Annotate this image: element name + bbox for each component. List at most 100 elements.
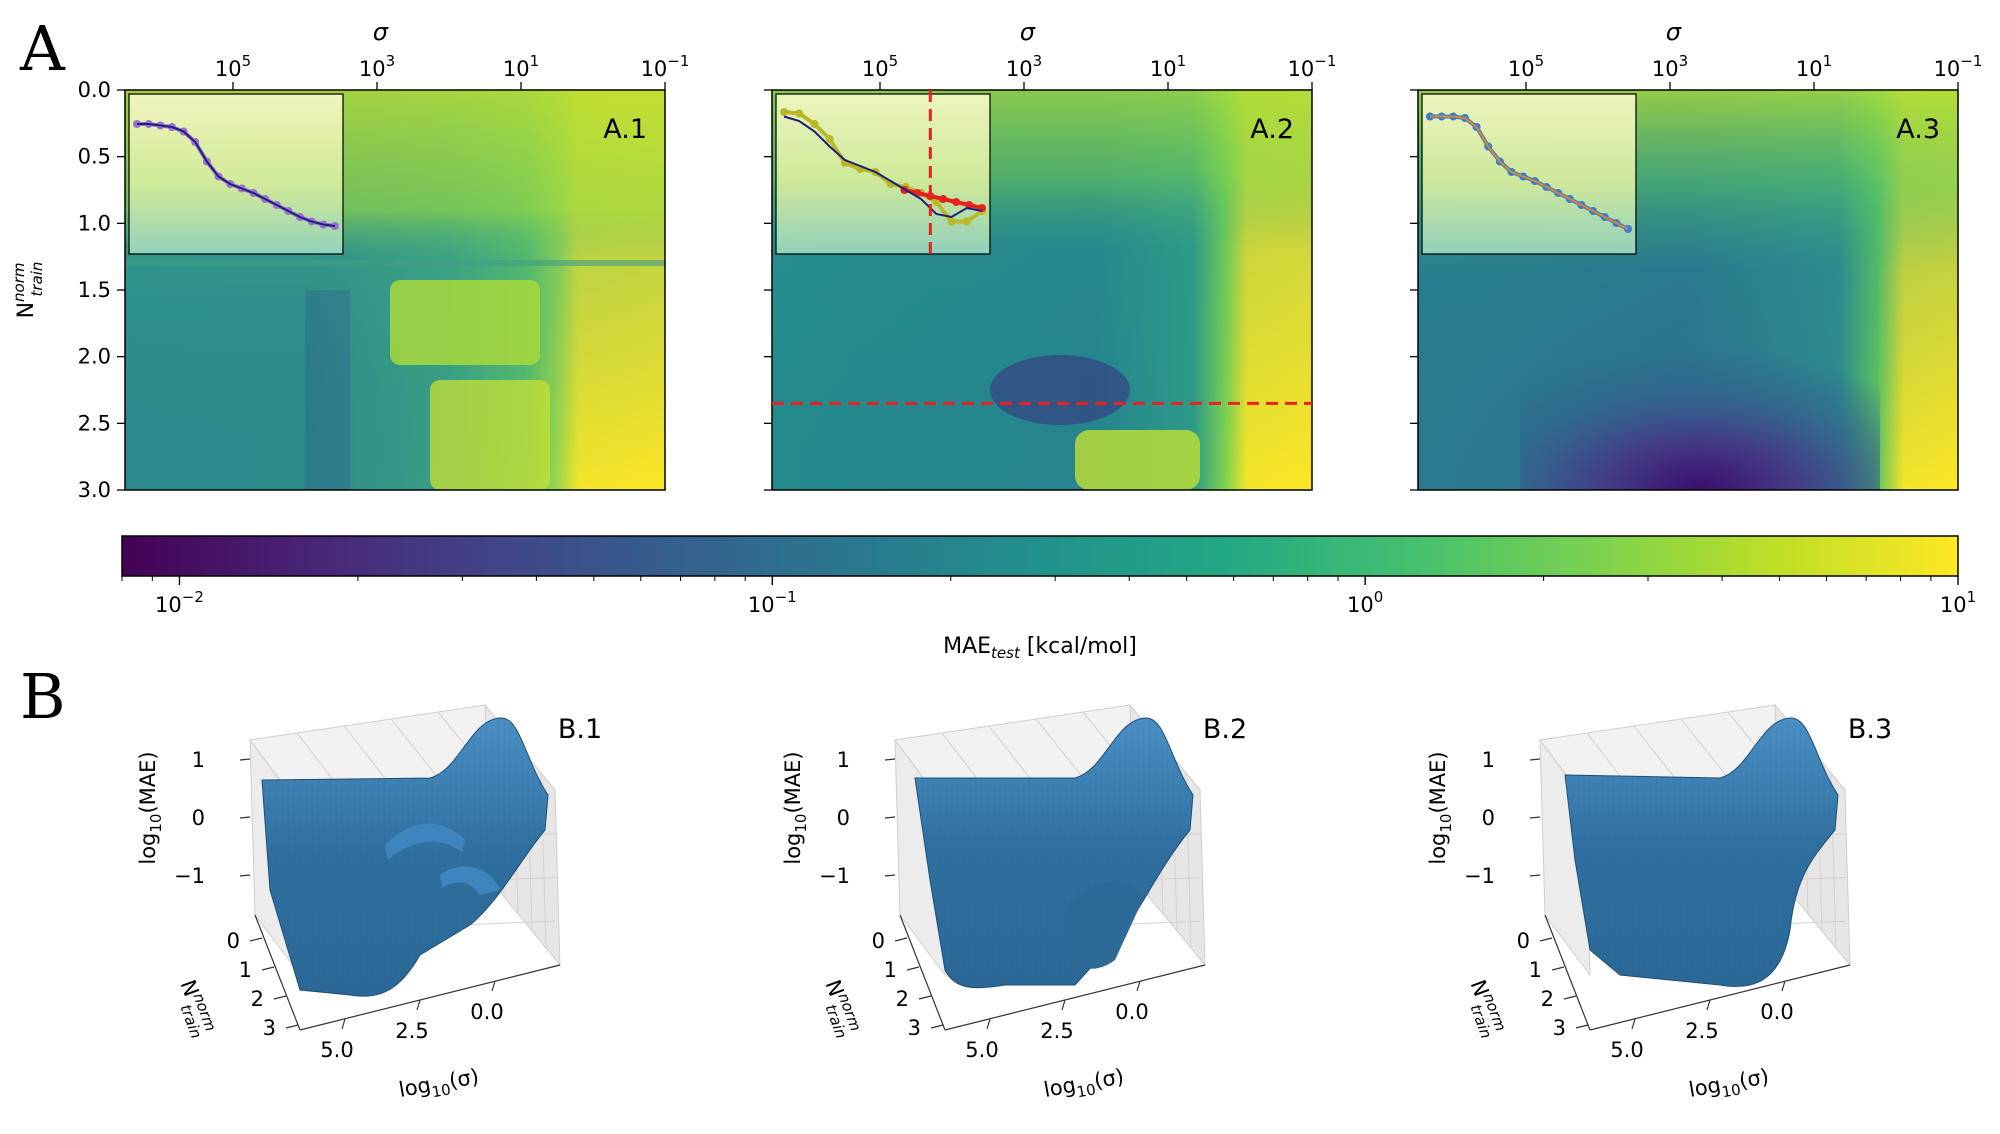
- x-tick-base: 10: [503, 57, 530, 81]
- y-tick-label: 0: [1517, 929, 1530, 953]
- y-tick-label: 0.5: [78, 145, 111, 169]
- z-tick-label: 0: [192, 806, 205, 830]
- x-axis-label: σ: [1020, 18, 1036, 46]
- y-tick-mark: [285, 1024, 299, 1029]
- y-axis-label: Nnormtrain: [10, 262, 46, 319]
- x-tick-label: 2.5: [1040, 1019, 1073, 1043]
- x-axis-line: [1589, 964, 1851, 1031]
- x-tick-base: 10: [1150, 57, 1177, 81]
- x-tick-base: 10: [1934, 57, 1961, 81]
- x-tick-exp: 1: [1823, 52, 1833, 70]
- y-tick-label: 2.0: [78, 345, 111, 369]
- x-tick-label: 101: [1796, 52, 1832, 81]
- x-tick-base: 10: [1288, 57, 1315, 81]
- y-tick-label: 3: [263, 1016, 276, 1040]
- z-tick-label: 0: [1482, 806, 1495, 830]
- colorbar: 10−2 10−1 100 101 MAEtest [kcal/mol]: [121, 535, 1976, 662]
- x-tick-label: 0.0: [1115, 1000, 1148, 1024]
- x-tick-base: 10: [1508, 57, 1535, 81]
- x-tick-mark: [1706, 999, 1711, 1011]
- x-tick-label: 0.0: [1760, 1000, 1793, 1024]
- y-tick-mark: [1551, 966, 1565, 971]
- z-axis-label-rest: (MAE): [136, 751, 160, 813]
- axes-a-3: 105 103 101 10−1σA.3: [1410, 18, 1982, 491]
- heatmap-a1-dark-band: [305, 290, 350, 490]
- x-tick-label: 103: [1652, 52, 1688, 81]
- y-axis-label: Nnormtrain: [814, 976, 865, 1041]
- x-tick-label: 101: [503, 52, 539, 81]
- z-axis-label-main: log: [781, 833, 805, 865]
- heatmap-a1-bright-region: [390, 280, 540, 365]
- panel-a-label: A: [19, 12, 66, 85]
- z-axis-label: log10(MAE): [781, 751, 810, 864]
- colorbar-tick-label: 101: [1940, 588, 1976, 617]
- x-axis-line: [944, 964, 1206, 1031]
- colorbar-tick-label: 10−2: [155, 588, 204, 617]
- z-axis-label-sub: 10: [792, 814, 810, 833]
- z-tick-mark: [1529, 874, 1541, 877]
- y-tick-label: 0: [872, 929, 885, 953]
- panel-title: B.3: [1848, 714, 1892, 745]
- x-tick-exp: 5: [889, 52, 899, 70]
- x-tick-label: 0.0: [470, 1000, 503, 1024]
- z-tick-mark: [884, 816, 896, 819]
- x-tick-exp: −1: [1314, 52, 1336, 70]
- inset-frame: [128, 93, 344, 255]
- y-axis-label-main: N: [176, 977, 204, 1000]
- panel-title: B.2: [1203, 714, 1247, 745]
- x-tick-mark: [491, 980, 496, 992]
- inset-point: [810, 120, 819, 128]
- y-tick-label: 2: [896, 987, 909, 1011]
- inset-point: [780, 108, 788, 116]
- x-axis-label-rest: (σ): [447, 1064, 480, 1093]
- y-tick-label: 2: [251, 987, 264, 1011]
- x-axis-label: log10(σ): [1687, 1064, 1772, 1107]
- x-tick-label: 5.0: [1610, 1038, 1643, 1062]
- y-tick-label: 0: [227, 929, 240, 953]
- x-tick-exp: 3: [386, 52, 396, 70]
- x-tick-label: 5.0: [965, 1038, 998, 1062]
- x-axis-label-main: log: [1042, 1073, 1078, 1102]
- axes-a-1: 105 103 101 10−1σ0.00.51.01.52.02.53.0A.1: [78, 18, 690, 502]
- y-tick-label: 1: [239, 958, 252, 982]
- z-tick-label: 1: [1482, 748, 1495, 772]
- panel-b-label: B: [20, 660, 66, 733]
- colorbar-tick-exp: −2: [182, 588, 204, 606]
- y-axis-label-main: N: [821, 977, 849, 1000]
- colorbar-tick-label: 10−1: [748, 588, 797, 617]
- y-tick-label: 1: [1529, 958, 1542, 982]
- x-tick-base: 10: [1652, 57, 1679, 81]
- x-axis-label: σ: [1666, 18, 1682, 46]
- heatmap-axes: 105 103 101 10−1σ0.00.51.01.52.02.53.0A.110…: [10, 18, 1982, 502]
- y-tick-label: 0.0: [78, 78, 111, 102]
- axes-a-2: 105 103 101 10−1σA.2: [764, 18, 1336, 491]
- panel-title: A.2: [1250, 114, 1294, 145]
- y-tick-label: 3: [1553, 1016, 1566, 1040]
- y-axis-line: [1544, 914, 1591, 1031]
- y-tick-label: 1.5: [78, 278, 111, 302]
- heatmap-a2: [771, 89, 1313, 491]
- z-tick-mark: [239, 874, 251, 877]
- y-axis-label: Nnormtrain: [1459, 976, 1510, 1041]
- z-axis-label-sub: 10: [1437, 814, 1455, 833]
- inset-point: [939, 195, 948, 203]
- z-tick-label: 1: [192, 748, 205, 772]
- x-tick-label: 105: [215, 52, 251, 81]
- x-tick-base: 10: [862, 57, 889, 81]
- x-tick-mark: [1061, 999, 1066, 1011]
- x-tick-base: 10: [359, 57, 386, 81]
- y-tick-mark: [1539, 937, 1553, 942]
- x-axis-label-rest: (σ): [1092, 1064, 1125, 1093]
- z-tick-mark: [884, 874, 896, 877]
- inset-point: [952, 198, 961, 206]
- y-axis-line: [254, 914, 301, 1031]
- colorbar-tick-exp: 0: [1374, 588, 1384, 606]
- colorbar-tick-base: 10: [748, 593, 775, 617]
- z-axis-label-main: log: [136, 833, 160, 865]
- x-tick-label: 103: [1006, 52, 1042, 81]
- inset-fit-line: [137, 123, 336, 227]
- x-tick-mark: [1631, 1018, 1636, 1030]
- y-tick-mark: [273, 995, 287, 1000]
- surface-bowl: [1063, 880, 1145, 969]
- x-tick-mark: [341, 1018, 346, 1030]
